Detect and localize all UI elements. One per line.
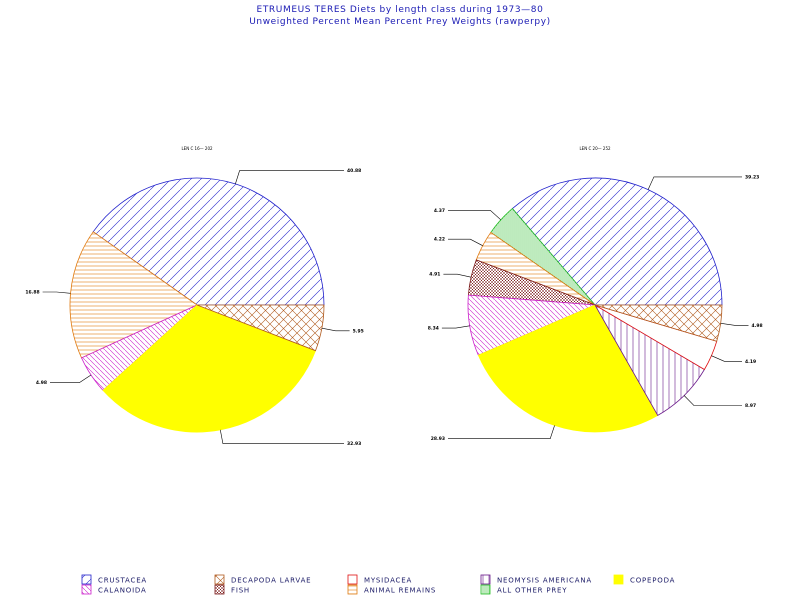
slice-value-label: 8.34 [428,326,439,332]
pie-slice-decapoda [594,304,723,342]
legend-label-copepoda: COPEPODA [630,577,675,585]
legend-swatch-fish [214,584,225,595]
legend-label-animal: ANIMAL REMAINS [364,587,436,595]
slice-value-label: 40.88 [347,168,361,174]
leader-line [441,325,470,329]
leader-line [443,273,472,278]
leader-line [448,238,483,246]
slice-value-label: 4.98 [36,380,47,386]
chart-title: ETRUMEUS TERES Diets by length class dur… [257,5,544,15]
pie-caption: LEN C 20— 252 [579,146,611,151]
leader-line [683,395,742,406]
slice-value-label: 5.95 [353,328,364,334]
slice-value-label: 32.93 [347,441,361,447]
leader-line [448,210,502,221]
pie-slice-animal [69,231,198,359]
leader-line [647,176,742,190]
legend-swatch-neomysis [480,574,491,585]
legend-swatch-decapoda [214,574,225,585]
leader-line [720,323,749,326]
pie-slice-crustacea [511,177,723,306]
pie-chart-right: LEN C 20— 252 39.23 4.37 4.22 4.91 8.34 28.93 8… [428,146,763,442]
slice-value-label: 4.37 [434,208,445,214]
legend-label-fish: FISH [231,587,250,595]
legend-swatch-copepoda [613,574,624,585]
leader-line [50,374,92,384]
leader-line [235,170,344,184]
pie-slice-crustacea [92,177,325,306]
legend: CRUSTACEA CALANOIDA DECAPODA LARVAE FISH MYS… [81,574,675,595]
leader-line [220,429,344,444]
legend-label-calanoida: CALANOIDA [98,587,147,595]
legend-label-crustacea: CRUSTACEA [98,577,147,585]
slice-value-label: 4.19 [745,359,756,365]
slice-value-label: 4.98 [752,323,763,329]
legend-swatch-other [480,584,491,595]
leader-line [448,425,555,440]
legend-label-mysidacea: MYSIDACEA [364,577,412,585]
legend-label-neomysis: NEOMYSIS AMERICANA [497,577,592,585]
slice-value-label: 16.88 [25,290,39,296]
slice-value-label: 8.97 [745,403,756,409]
legend-swatch-animal [347,584,358,595]
pie-slice-decapoda [196,304,325,352]
legend-label-other: ALL OTHER PREY [497,587,567,595]
slice-value-label: 28.93 [431,436,445,442]
pie-chart-left: LEN C 16— 202 40.88 16.88 4.98 32.93 5.95 [25,146,363,447]
legend-swatch-mysidacea [347,574,358,585]
slice-value-label: 4.22 [434,237,445,243]
leader-line [711,355,742,362]
legend-swatch-crustacea [81,574,92,585]
chart-subtitle: Unweighted Percent Mean Percent Prey Wei… [249,17,551,27]
leader-line [42,291,71,294]
pie-caption: LEN C 16— 202 [181,146,213,151]
leader-line [321,327,350,332]
legend-swatch-calanoida [81,584,92,595]
legend-label-decapoda: DECAPODA LARVAE [231,577,311,585]
slice-value-label: 4.91 [429,272,440,278]
slice-value-label: 39.23 [745,174,759,180]
